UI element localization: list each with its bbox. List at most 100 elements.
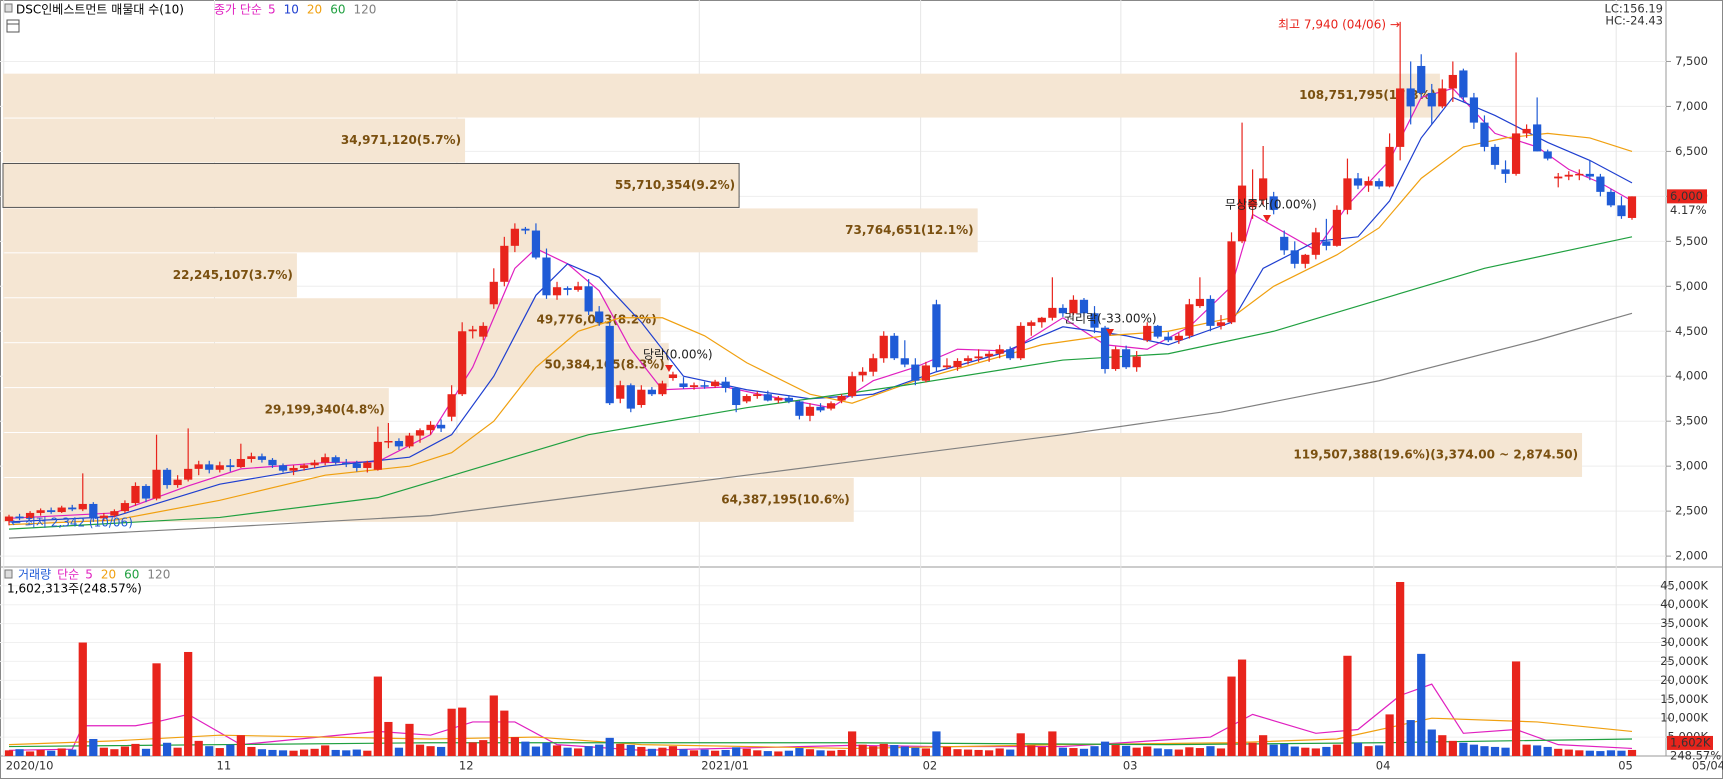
candle-body bbox=[805, 406, 815, 416]
candle-body bbox=[1459, 70, 1468, 98]
volume-bar bbox=[500, 710, 509, 756]
candle-body bbox=[173, 479, 182, 486]
legend-entry: 20 bbox=[101, 568, 116, 582]
candle-body bbox=[711, 381, 720, 387]
x-tick-label: 2021/01 bbox=[701, 759, 749, 773]
x-tick-label: 03 bbox=[1123, 759, 1138, 773]
volume-bar bbox=[890, 745, 899, 756]
volume-bar bbox=[1438, 735, 1447, 756]
volume-bar bbox=[1164, 749, 1173, 756]
candle-body bbox=[415, 430, 425, 436]
event-arrow bbox=[1263, 215, 1271, 222]
volume-bar bbox=[837, 749, 846, 756]
candle-body bbox=[299, 465, 309, 468]
volume-bar bbox=[1174, 749, 1183, 756]
volume-bar bbox=[426, 746, 435, 756]
volume-bar bbox=[25, 751, 35, 756]
volume-bar bbox=[1259, 735, 1268, 756]
volume-bar bbox=[1037, 746, 1046, 756]
volume-bar bbox=[963, 749, 973, 756]
volume-bar bbox=[1027, 745, 1036, 756]
legend-entry: 10 bbox=[284, 3, 299, 17]
volume-bar bbox=[1143, 746, 1152, 756]
candle-body bbox=[1343, 178, 1352, 210]
ma-line bbox=[8, 683, 1633, 751]
volume-profile-label: 108,751,795(17.8%) bbox=[1299, 88, 1436, 102]
volume-bar bbox=[1248, 742, 1257, 756]
volume-bar bbox=[4, 750, 14, 756]
volume-bar bbox=[1216, 748, 1226, 756]
volume-bar bbox=[1079, 748, 1089, 756]
candle-body bbox=[99, 515, 108, 519]
volume-bar bbox=[626, 745, 635, 756]
candle-body bbox=[405, 435, 414, 447]
volume-profile-label: 22,245,107(3.7%) bbox=[173, 268, 293, 282]
candle-body bbox=[1100, 327, 1110, 370]
volume-bar bbox=[47, 750, 56, 756]
volume-profile-bar bbox=[3, 343, 669, 388]
volume-profile-label: 29,199,340(4.8%) bbox=[265, 403, 385, 417]
candle-body bbox=[394, 440, 404, 447]
volume-bar bbox=[1048, 731, 1057, 756]
volume-bar bbox=[1459, 742, 1468, 756]
volume-tick-label: 45,000K bbox=[1660, 578, 1708, 592]
candle-body bbox=[1480, 122, 1489, 147]
volume-bar bbox=[942, 746, 952, 756]
candle-body bbox=[932, 304, 941, 368]
volume-profile-label: 73,764,651(12.1%) bbox=[845, 223, 974, 237]
volume-bar bbox=[1490, 746, 1500, 756]
candle-body bbox=[1206, 298, 1215, 326]
volume-bar bbox=[521, 741, 530, 756]
volume-bar bbox=[405, 723, 414, 756]
candle-body bbox=[658, 383, 667, 395]
volume-bar bbox=[1585, 750, 1594, 756]
volume-bar bbox=[858, 744, 867, 756]
legend-entry: 5 bbox=[85, 568, 93, 582]
volume-bar bbox=[1511, 661, 1521, 756]
volume-bar bbox=[342, 750, 351, 756]
volume-bar bbox=[331, 749, 340, 756]
volume-bar bbox=[616, 743, 625, 756]
candle-body bbox=[1290, 250, 1299, 264]
volume-tick-label: 20,000K bbox=[1660, 673, 1708, 687]
volume-bar bbox=[732, 747, 741, 756]
volume-bar bbox=[1522, 744, 1531, 756]
high-annotation: 최고 7,940 (04/06) → bbox=[1278, 18, 1400, 32]
volume-tick-label: 40,000K bbox=[1660, 597, 1708, 611]
volume-bar bbox=[1227, 676, 1236, 756]
candle-body bbox=[974, 356, 983, 359]
volume-bar bbox=[1332, 744, 1342, 756]
candle-body bbox=[1564, 174, 1573, 177]
volume-bar bbox=[226, 744, 235, 756]
volume-bar bbox=[247, 746, 256, 756]
y-tick-label: 3,000 bbox=[1675, 459, 1708, 473]
volume-bar bbox=[531, 746, 541, 756]
candle-body bbox=[436, 424, 446, 429]
y-tick-label: 4,500 bbox=[1675, 324, 1708, 338]
volume-profile-bar bbox=[3, 253, 297, 298]
menu-icon[interactable] bbox=[6, 19, 20, 33]
candle-body bbox=[47, 510, 56, 513]
candle-body bbox=[1132, 356, 1141, 368]
candle-body bbox=[1195, 298, 1205, 307]
y-tick-label: 2,500 bbox=[1675, 504, 1708, 518]
volume-bar bbox=[721, 749, 730, 756]
volume-bar bbox=[194, 740, 203, 756]
candle-body bbox=[194, 464, 203, 469]
candle-body bbox=[447, 394, 456, 417]
volume-bar bbox=[1006, 749, 1015, 756]
volume-bar bbox=[816, 750, 825, 756]
volume-bar bbox=[879, 743, 888, 756]
candle-body bbox=[1016, 325, 1025, 359]
volume-bar bbox=[89, 738, 98, 756]
event-label: 권리락(-33.00%) bbox=[1064, 312, 1157, 326]
volume-bar bbox=[1290, 746, 1299, 756]
volume-bar bbox=[1448, 740, 1457, 756]
candle-body bbox=[257, 456, 267, 460]
candle-body bbox=[700, 385, 709, 387]
candle-body bbox=[1037, 317, 1046, 323]
volume-bar bbox=[1374, 745, 1384, 756]
legend-entry: 60 bbox=[124, 568, 139, 582]
volume-profile-label: 34,971,120(5.7%) bbox=[341, 133, 461, 147]
